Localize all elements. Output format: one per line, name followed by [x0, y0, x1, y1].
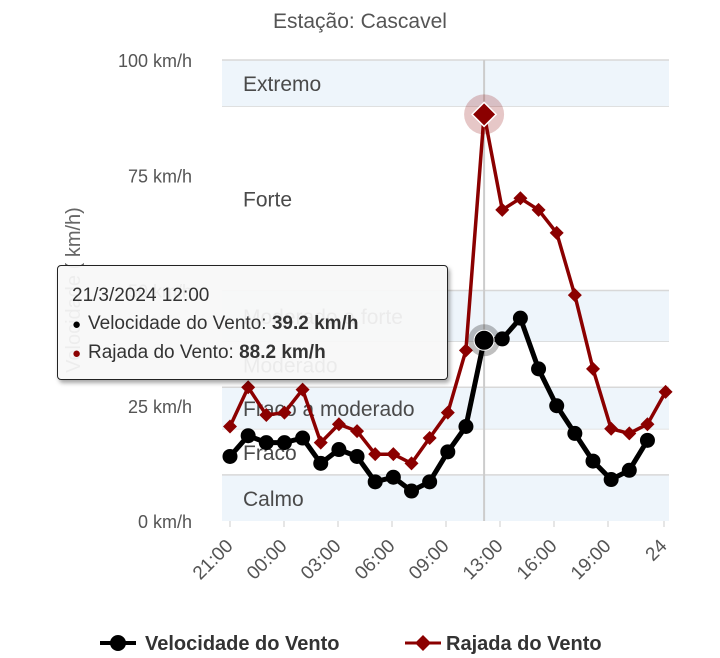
- legend-marker-speed-icon: [110, 635, 126, 651]
- tooltip: 21/3/2024 12:00 ● Velocidade do Vento: 39…: [57, 265, 448, 380]
- tooltip-gust-dot-icon: ●: [72, 345, 82, 362]
- point-speed: [458, 418, 474, 434]
- point-gust: [458, 343, 473, 358]
- tooltip-gust-label: Rajada do Vento:: [88, 342, 240, 363]
- x-tick-label: 09:00: [405, 536, 453, 584]
- point-gust: [386, 447, 401, 462]
- point-speed: [494, 331, 510, 347]
- point-gust: [495, 202, 510, 217]
- point-speed: [603, 472, 619, 488]
- point-speed: [404, 483, 419, 499]
- point-speed: [531, 361, 547, 377]
- point-gust: [531, 202, 546, 217]
- point-speed: [349, 448, 365, 464]
- point-speed: [240, 428, 256, 444]
- point-speed: [367, 474, 383, 490]
- tooltip-speed-dot-icon: ●: [72, 316, 82, 333]
- band-label-forte: Forte: [243, 188, 292, 211]
- x-tick-label: 06:00: [351, 536, 399, 584]
- point-gust: [350, 424, 365, 439]
- point-gust: [622, 426, 637, 441]
- band-extremo: [222, 60, 669, 107]
- point-speed: [313, 455, 329, 471]
- tooltip-header: 21/3/2024 12:00: [72, 285, 210, 306]
- point-speed: [385, 469, 401, 485]
- point-gust: [422, 431, 437, 446]
- point-gust: [471, 101, 498, 128]
- point-gust: [313, 435, 328, 450]
- point-speed: [549, 398, 565, 414]
- legend-marker-gust-icon: [415, 635, 431, 651]
- point-gust: [604, 421, 619, 436]
- tooltip-row-gust: ● Rajada do Vento: 88.2 km/h: [72, 339, 447, 368]
- point-speed: [276, 435, 292, 451]
- point-gust: [295, 382, 310, 397]
- point-speed: [512, 310, 528, 326]
- point-gust: [241, 380, 256, 395]
- y-tick-label: 75 km/h: [128, 166, 192, 186]
- series-layer: [222, 94, 673, 499]
- point-gust: [259, 407, 274, 422]
- point-gust: [640, 417, 655, 432]
- x-tick-label: 21:00: [189, 536, 237, 584]
- tooltip-row-speed: ● Velocidade do Vento: 39.2 km/h: [72, 310, 447, 339]
- tooltip-speed-value: 39.2 km/h: [271, 313, 359, 334]
- point-gust: [513, 191, 528, 206]
- x-tick-label: 16:00: [513, 536, 561, 584]
- legend: Velocidade do Vento Rajada do Vento: [100, 633, 602, 655]
- x-tick-label: 13:00: [459, 536, 507, 584]
- point-gust: [549, 225, 564, 240]
- legend-label-speed[interactable]: Velocidade do Vento: [145, 633, 340, 655]
- point-speed: [639, 432, 655, 448]
- point-gust: [331, 417, 346, 432]
- point-gust: [404, 456, 419, 471]
- point-speed: [222, 448, 238, 464]
- x-axis-ticks: 21:00 00:00 03:00 06:00 09:00 13:00 16:00 19:00…: [189, 521, 672, 584]
- point-speed: [440, 444, 456, 460]
- point-gust: [567, 288, 582, 303]
- y-tick-label: 25 km/h: [128, 397, 192, 417]
- point-gust: [223, 419, 237, 434]
- tooltip-speed-label: Velocidade do Vento:: [88, 313, 272, 334]
- chart-title: Estação: Cascavel: [273, 10, 447, 33]
- band-label-extremo: Extremo: [243, 73, 321, 96]
- x-tick-label: 19:00: [567, 536, 615, 584]
- point-speed: [473, 329, 495, 351]
- x-tick-label: 03:00: [297, 536, 345, 584]
- point-speed: [567, 425, 583, 441]
- band-calmo: [222, 474, 669, 521]
- legend-label-gust[interactable]: Rajada do Vento: [446, 633, 602, 655]
- y-tick-label: 100 km/h: [118, 51, 192, 71]
- x-tick-label: 00:00: [243, 536, 291, 584]
- point-gust: [368, 447, 383, 462]
- point-gust: [440, 405, 455, 420]
- point-gust: [586, 361, 600, 376]
- tooltip-gust-value: 88.2 km/h: [239, 342, 326, 363]
- point-gust: [277, 405, 292, 420]
- point-speed: [422, 474, 438, 490]
- point-speed: [585, 453, 601, 469]
- point-speed: [295, 430, 311, 446]
- band-label-calmo: Calmo: [243, 488, 304, 511]
- x-tick-label: 24: [642, 535, 672, 565]
- point-speed: [258, 435, 274, 451]
- y-tick-label: 0 km/h: [138, 512, 192, 532]
- point-speed: [621, 462, 637, 478]
- point-gust: [658, 384, 673, 399]
- point-speed: [331, 442, 347, 458]
